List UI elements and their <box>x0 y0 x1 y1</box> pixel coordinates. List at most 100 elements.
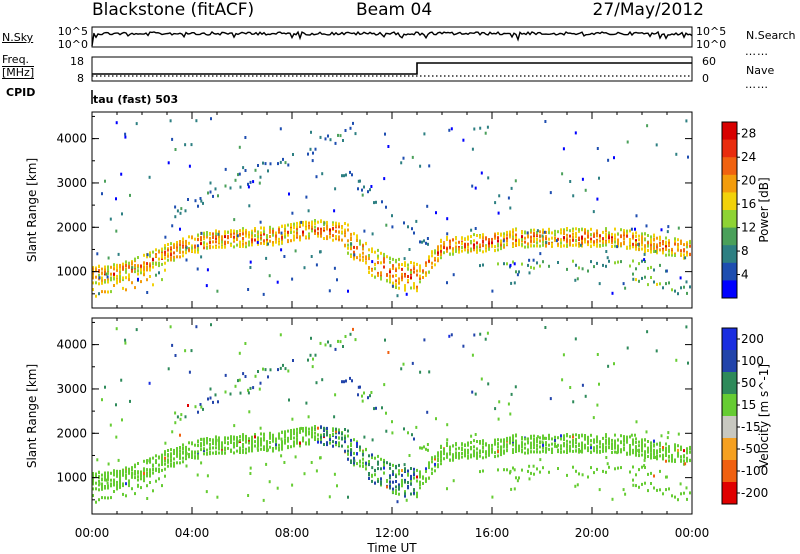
velocity-cell <box>581 445 583 449</box>
velocity-cell <box>161 468 163 472</box>
velocity-cell <box>110 496 112 500</box>
power-colorbar-label: 24 <box>741 150 756 164</box>
velocity-cell <box>434 455 436 459</box>
velocity-cell <box>437 454 439 457</box>
velocity-cell <box>590 433 592 437</box>
velocity-cell <box>491 447 493 451</box>
power-cell <box>119 275 121 279</box>
velocity-cell <box>437 465 439 469</box>
power-cell <box>665 253 667 257</box>
power-cell <box>596 240 598 244</box>
power-cell <box>191 236 193 240</box>
power-cell <box>182 245 184 249</box>
power-cell <box>353 255 355 259</box>
power-cell <box>611 241 613 245</box>
power-cell <box>258 181 261 185</box>
velocity-cell <box>419 486 421 490</box>
velocity-cell <box>119 482 121 486</box>
power-cell <box>119 272 121 276</box>
velocity-cell <box>368 454 370 458</box>
power-cell <box>470 235 472 238</box>
power-cell <box>125 270 127 274</box>
velocity-cell <box>450 333 453 337</box>
power-cell <box>233 235 235 239</box>
velocity-cell <box>506 443 508 447</box>
power-cell <box>416 269 418 273</box>
velocity-cell <box>584 446 586 450</box>
velocity-cell <box>653 439 655 443</box>
power-cell <box>239 232 241 236</box>
velocity-cell <box>229 392 232 396</box>
power-cell <box>341 174 343 178</box>
power-cell <box>179 211 182 215</box>
velocity-cell <box>264 368 267 372</box>
power-cell <box>375 200 377 204</box>
velocity-cell <box>461 448 463 451</box>
power-cell <box>423 132 426 136</box>
power-cell <box>236 243 238 247</box>
power-cell <box>509 235 511 239</box>
power-cell <box>455 241 457 245</box>
power-cell <box>280 231 283 235</box>
velocity-cell <box>205 490 208 494</box>
velocity-cell <box>230 435 232 439</box>
power-cell <box>371 250 373 254</box>
velocity-cell <box>392 472 394 476</box>
power-cell <box>137 269 139 273</box>
velocity-cell <box>238 378 241 382</box>
power-cell <box>197 250 199 254</box>
velocity-cell <box>339 340 342 344</box>
power-cell <box>689 244 691 248</box>
power-cell <box>510 186 513 190</box>
velocity-cell <box>260 432 262 436</box>
velocity-cell <box>300 426 303 430</box>
power-cell <box>309 147 312 151</box>
velocity-cell <box>596 437 598 441</box>
power-cell <box>230 235 232 238</box>
velocity-cell <box>182 456 184 460</box>
power-cell <box>188 164 191 168</box>
velocity-cell <box>593 446 595 450</box>
power-cell <box>596 261 598 265</box>
power-cell <box>613 156 615 160</box>
velocity-cell <box>290 445 292 449</box>
velocity-cell <box>569 440 571 444</box>
power-cell <box>196 267 199 271</box>
power-cell <box>494 236 496 240</box>
velocity-cell <box>391 431 394 435</box>
power-cell <box>299 223 301 227</box>
velocity-cell <box>419 472 421 476</box>
power-cell <box>209 181 212 185</box>
velocity-cell <box>110 478 112 482</box>
velocity-cell <box>185 457 187 461</box>
velocity-cell <box>605 449 607 453</box>
velocity-cell <box>554 442 556 446</box>
power-cell <box>212 245 214 249</box>
velocity-cell <box>122 482 124 486</box>
power-cell <box>143 253 145 257</box>
power-cell <box>296 231 298 235</box>
power-cell <box>251 235 253 239</box>
power-cell <box>473 246 475 250</box>
power-cell <box>212 194 214 198</box>
header-beam: Beam 04 <box>356 0 433 20</box>
velocity-cell <box>635 449 637 453</box>
power-cell <box>215 229 217 233</box>
velocity-cell <box>563 434 565 438</box>
power-cell <box>161 253 163 257</box>
power-cell <box>300 220 303 224</box>
velocity-cell <box>335 441 337 444</box>
power-cell <box>665 242 667 246</box>
power-colorbar-bin <box>722 262 737 281</box>
power-cell <box>626 232 628 235</box>
power-cell <box>319 135 322 139</box>
power-colorbar-bin <box>722 192 737 211</box>
velocity-cell <box>581 447 583 451</box>
velocity-cell <box>455 442 457 446</box>
velocity-cell <box>377 454 379 458</box>
velocity-cell <box>146 459 149 463</box>
power-cell <box>307 209 310 213</box>
velocity-cell <box>259 426 262 430</box>
velocity-cell <box>683 491 685 495</box>
power-cell <box>134 270 136 274</box>
